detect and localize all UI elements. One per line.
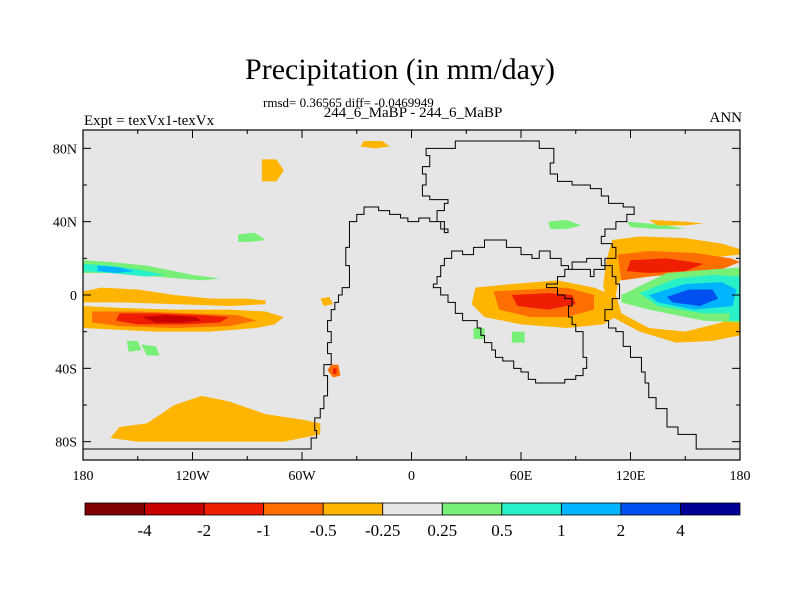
region-india-red	[511, 293, 576, 310]
colorbar-label: 2	[617, 521, 626, 540]
region-ne-asia-green	[548, 219, 582, 229]
chart-subtitle: 244_6_MaBP - 244_6_MaBP	[323, 105, 503, 121]
colorbar-label: -1	[257, 521, 271, 540]
colorbar-label: 4	[676, 521, 685, 540]
colorbar-box	[620, 502, 681, 516]
colorbar-box	[203, 502, 265, 516]
colorbar-label: 0.5	[491, 521, 512, 540]
region-n-atlantic-green	[238, 232, 266, 242]
x-tick-label: 120E	[616, 469, 646, 484]
region-n-pacific-green	[83, 260, 220, 281]
x-tick-label: 60E	[510, 469, 533, 484]
chart-title: Precipitation (in mm/day)	[245, 53, 555, 86]
region-s-indian-green	[511, 331, 525, 343]
y-tick-label: 0	[70, 289, 77, 304]
colorbar-box	[382, 502, 443, 516]
season-label: ANN	[709, 110, 743, 126]
region-arctic-orange-1	[261, 159, 284, 182]
experiment-label: Expt = texVx1-texVx	[84, 113, 215, 129]
region-s-africa-green	[473, 328, 485, 339]
colorbar-box	[322, 502, 384, 516]
colorbar-label: -0.5	[310, 521, 337, 540]
region-s-pacific-lobe	[320, 296, 334, 306]
stats-line: rmsd= 0.36565 diff= -0.0469949	[263, 95, 434, 110]
colorbar-label: -0.25	[365, 521, 400, 540]
region-s-atlantic-red	[333, 368, 337, 374]
colorbar-box	[441, 502, 503, 516]
colorbar-label: -2	[197, 521, 211, 540]
region-s-pacific-blob-orange	[110, 395, 321, 442]
colorbar-label: 0.25	[427, 521, 457, 540]
colorbar-box	[144, 502, 205, 516]
x-tick-label: 120W	[175, 469, 210, 484]
region-s-pacific-cyan-patch	[729, 306, 740, 321]
region-s-pacific-core-3	[141, 315, 202, 323]
colorbar-box	[84, 502, 145, 516]
colorbar-box	[263, 502, 324, 516]
colorbar-box	[560, 502, 622, 516]
region-tropical-e-pacific	[83, 296, 229, 303]
region-s-pacific-green-1	[126, 340, 142, 352]
x-tick-label: 180	[730, 469, 751, 484]
region-w-pacific-blue	[667, 289, 719, 306]
colorbar-label: -4	[137, 521, 152, 540]
y-tick-label: 80N	[53, 142, 77, 157]
region-n-pacific-green-strip	[626, 221, 686, 229]
region-s-pacific-green-2	[141, 344, 160, 356]
x-tick-label: 60W	[288, 469, 316, 484]
colorbar-box	[501, 502, 562, 516]
colorbar-box	[680, 502, 741, 516]
contour-regions	[83, 141, 740, 442]
region-w-pacific-red	[626, 258, 704, 273]
region-n-pacific-blue	[97, 265, 135, 273]
colorbar-label: 1	[557, 521, 566, 540]
coastline-0	[83, 140, 740, 450]
y-tick-label: 80S	[55, 436, 77, 451]
x-tick-label: 0	[408, 469, 415, 484]
region-arctic-orange-2	[360, 141, 390, 149]
x-tick-label: 180	[73, 469, 94, 484]
y-tick-label: 40N	[53, 216, 77, 231]
region-ne-asia-orange-strip	[648, 219, 704, 226]
y-tick-label: 40S	[55, 362, 77, 377]
